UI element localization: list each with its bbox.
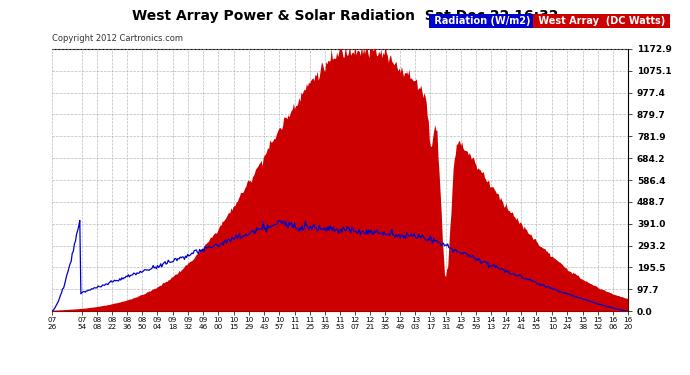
- Text: Radiation (W/m2): Radiation (W/m2): [431, 16, 534, 26]
- Text: West Array Power & Solar Radiation  Sat Dec 22 16:32: West Array Power & Solar Radiation Sat D…: [132, 9, 558, 23]
- Text: Copyright 2012 Cartronics.com: Copyright 2012 Cartronics.com: [52, 34, 183, 43]
- Text: West Array  (DC Watts): West Array (DC Watts): [535, 16, 669, 26]
